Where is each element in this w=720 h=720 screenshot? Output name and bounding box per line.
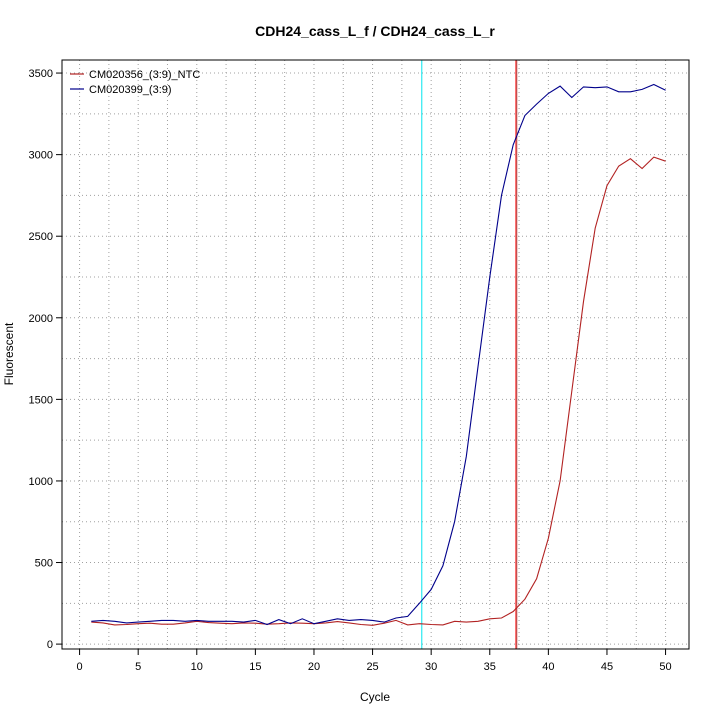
y-tick-label: 1000 bbox=[29, 476, 53, 488]
y-tick-label: 3500 bbox=[29, 68, 53, 80]
x-axis: 0 5 10 15 20 25 30 35 40 45 50 bbox=[77, 649, 672, 673]
x-tick-label: 0 bbox=[77, 661, 83, 673]
x-tick-label: 25 bbox=[366, 661, 378, 673]
x-tick-label: 5 bbox=[135, 661, 141, 673]
y-tick-label: 500 bbox=[35, 558, 53, 570]
y-tick-label: 2500 bbox=[29, 231, 53, 243]
series-line bbox=[91, 83, 666, 626]
chart-title: CDH24_cass_L_f / CDH24_cass_L_r bbox=[255, 23, 495, 39]
x-tick-label: 45 bbox=[601, 661, 613, 673]
y-tick-label: 3000 bbox=[29, 150, 53, 162]
legend-label: CM020356_(3:9)_NTC bbox=[89, 69, 200, 81]
x-axis-title: Cycle bbox=[360, 690, 390, 704]
x-tick-label: 40 bbox=[542, 661, 554, 673]
y-axis-title: Fluorescent bbox=[2, 322, 16, 385]
y-tick-label: 2000 bbox=[29, 313, 53, 325]
series-line bbox=[91, 156, 666, 626]
grid-layer bbox=[62, 60, 689, 649]
legend-label: CM020399_(3:9) bbox=[89, 84, 172, 96]
legend: CM020356_(3:9)_NTC CM020399_(3:9) bbox=[70, 69, 200, 96]
y-tick-label: 1500 bbox=[29, 394, 53, 406]
series-lines bbox=[91, 83, 666, 626]
x-tick-label: 50 bbox=[659, 661, 671, 673]
x-tick-label: 20 bbox=[308, 661, 320, 673]
y-axis: 0 500 1000 1500 2000 2500 3000 3500 bbox=[29, 68, 62, 651]
x-tick-label: 30 bbox=[425, 661, 437, 673]
plot-frame bbox=[61, 59, 690, 650]
x-tick-label: 35 bbox=[484, 661, 496, 673]
y-tick-label: 0 bbox=[47, 639, 53, 651]
x-tick-label: 15 bbox=[249, 661, 261, 673]
threshold-lines bbox=[421, 60, 518, 649]
x-tick-label: 10 bbox=[191, 661, 203, 673]
